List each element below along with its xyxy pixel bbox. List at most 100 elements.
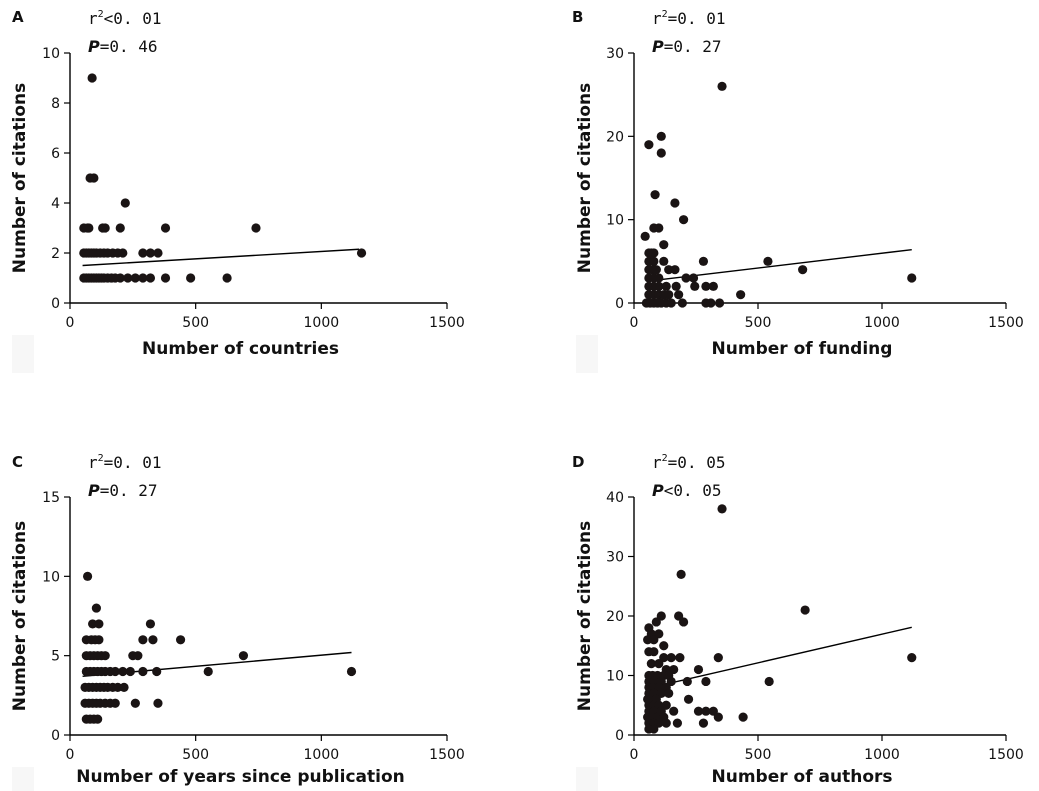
data-point <box>664 290 674 300</box>
data-point <box>693 664 704 675</box>
y-tick-label: 4 <box>51 196 60 212</box>
y-tick-label: 40 <box>606 490 624 506</box>
data-point <box>145 248 156 258</box>
data-point <box>130 698 140 708</box>
data-point <box>346 666 357 677</box>
x-axis-title: Number of authors <box>711 767 892 787</box>
data-point <box>670 198 680 208</box>
background-shade <box>12 767 34 791</box>
x-tick-label: 1000 <box>864 747 900 763</box>
data-point <box>238 651 249 661</box>
data-point <box>145 273 156 283</box>
data-point <box>654 659 664 669</box>
data-point <box>713 712 723 722</box>
data-point <box>153 248 163 258</box>
data-point <box>138 248 148 258</box>
data-point <box>688 273 699 283</box>
data-point <box>110 666 120 677</box>
data-point <box>125 666 135 677</box>
data-point <box>153 698 163 708</box>
data-point <box>714 298 725 308</box>
data-point <box>119 682 129 693</box>
y-tick-label: 10 <box>42 569 60 585</box>
data-point <box>798 265 808 275</box>
p-value-label: P<0. 05 <box>652 481 722 500</box>
data-point <box>251 223 261 233</box>
data-point <box>677 298 687 308</box>
data-point <box>356 248 367 258</box>
x-tick-label: 500 <box>182 315 209 331</box>
data-point <box>100 223 110 233</box>
data-point <box>717 504 727 514</box>
x-tick-label: 500 <box>182 747 209 763</box>
x-axis-title: Number of years since publication <box>76 767 405 787</box>
data-point <box>701 281 711 291</box>
y-tick-label: 10 <box>606 213 624 229</box>
x-tick-label: 1500 <box>429 747 465 763</box>
data-point <box>670 265 680 275</box>
data-point <box>115 223 125 233</box>
data-point <box>681 273 691 283</box>
y-axis-title: Number of citations <box>10 83 30 273</box>
y-tick-label: 30 <box>606 550 624 566</box>
data-point <box>666 298 676 308</box>
y-tick-label: 20 <box>606 609 624 625</box>
x-tick-label: 0 <box>630 747 639 763</box>
data-point <box>656 148 666 158</box>
x-tick-label: 500 <box>745 747 772 763</box>
y-axis-title: Number of citations <box>575 521 595 711</box>
y-tick-label: 10 <box>42 46 60 62</box>
data-point <box>659 240 669 250</box>
x-tick-label: 1500 <box>988 315 1024 331</box>
data-point <box>679 215 689 225</box>
data-point <box>683 694 694 704</box>
y-tick-label: 2 <box>51 246 60 262</box>
data-point <box>84 223 94 233</box>
x-tick-label: 0 <box>66 315 75 331</box>
data-point <box>659 641 669 651</box>
data-point <box>148 635 158 645</box>
data-point <box>640 231 650 241</box>
x-tick-label: 1500 <box>988 747 1024 763</box>
data-point <box>659 256 669 266</box>
x-tick-label: 0 <box>630 315 639 331</box>
data-point <box>651 617 661 627</box>
data-point <box>115 273 125 283</box>
panel-letter: C <box>12 453 23 471</box>
data-point <box>644 140 654 150</box>
data-point <box>133 651 143 661</box>
data-point <box>649 635 659 645</box>
data-point <box>138 273 148 283</box>
data-point <box>672 718 683 728</box>
x-tick-label: 1000 <box>864 315 900 331</box>
data-point <box>674 290 684 300</box>
data-point <box>118 248 128 258</box>
background-shade <box>576 767 598 791</box>
data-point <box>800 605 810 615</box>
data-point <box>93 714 103 724</box>
y-axis-title: Number of citations <box>575 83 595 273</box>
data-point <box>661 281 671 291</box>
data-point <box>160 273 171 283</box>
y-tick-label: 10 <box>606 669 624 685</box>
background-shade <box>576 335 598 373</box>
data-point <box>690 281 700 291</box>
data-point <box>669 706 679 716</box>
data-point <box>654 273 664 283</box>
data-point <box>675 653 685 663</box>
data-point <box>100 651 110 661</box>
y-tick-label: 30 <box>606 46 624 62</box>
background-shade <box>12 335 34 373</box>
data-point <box>666 653 676 663</box>
data-point <box>110 698 120 708</box>
data-point <box>87 73 97 83</box>
data-point <box>138 666 148 677</box>
data-point <box>907 273 917 283</box>
r-squared-label: r2=0. 01 <box>88 453 161 472</box>
data-point <box>138 635 148 645</box>
data-point <box>708 281 718 291</box>
data-point <box>664 688 674 698</box>
